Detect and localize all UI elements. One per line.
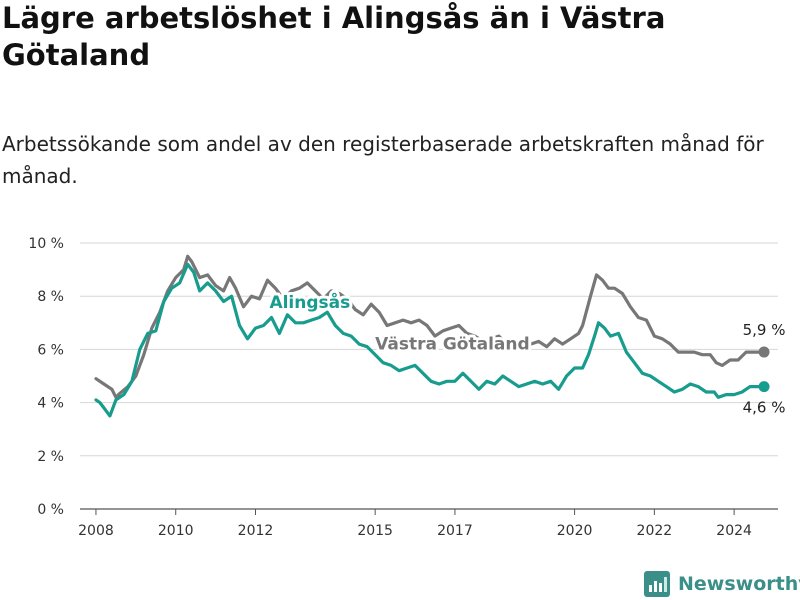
chart-title: Lägre arbetslöshet i Alingsås än i Västr… <box>2 1 666 72</box>
newsworthy-logo-icon <box>644 571 670 597</box>
x-tick-label: 2022 <box>637 523 673 539</box>
x-axis-ticks: 2008 2010 2012 2015 2017 2020 2022 2024 <box>78 509 752 539</box>
series-line-alingsås <box>94 262 766 418</box>
x-tick-label: 2017 <box>437 523 473 539</box>
brand-name: Newsworthy <box>678 573 800 595</box>
y-tick-label: 2 % <box>37 449 64 465</box>
y-tick-label: 0 % <box>37 502 64 518</box>
y-tick-label: 6 % <box>37 342 64 358</box>
series-line-västra-götaland <box>94 254 766 399</box>
y-tick-label: 8 % <box>37 289 64 305</box>
series-name-label: Alingsås <box>269 291 350 313</box>
series-lines <box>94 254 770 418</box>
x-tick-label: 2008 <box>78 523 114 539</box>
series-labels: 5,9 % Västra Götaland 4,6 % Alingsås <box>266 288 786 417</box>
y-tick-label: 10 % <box>28 236 64 252</box>
end-value-label: 4,6 % <box>743 399 786 417</box>
y-axis-ticks: 0 % 2 % 4 % 6 % 8 % 10 % <box>28 236 64 518</box>
end-value-label: 5,9 % <box>743 321 786 339</box>
x-tick-label: 2010 <box>158 523 194 539</box>
x-tick-label: 2024 <box>716 523 752 539</box>
x-tick-label: 2015 <box>357 523 393 539</box>
end-point-marker <box>758 381 770 393</box>
chart-subtitle: Arbetssökande som andel av den registerb… <box>2 132 764 188</box>
x-tick-label: 2012 <box>238 523 274 539</box>
newsworthy-brand: Newsworthy <box>644 569 800 599</box>
grid-lines <box>80 242 778 510</box>
x-tick-label: 2020 <box>557 523 593 539</box>
end-point-marker <box>758 346 770 358</box>
series-name-label: Västra Götaland <box>375 334 530 354</box>
y-tick-label: 4 % <box>37 396 64 412</box>
